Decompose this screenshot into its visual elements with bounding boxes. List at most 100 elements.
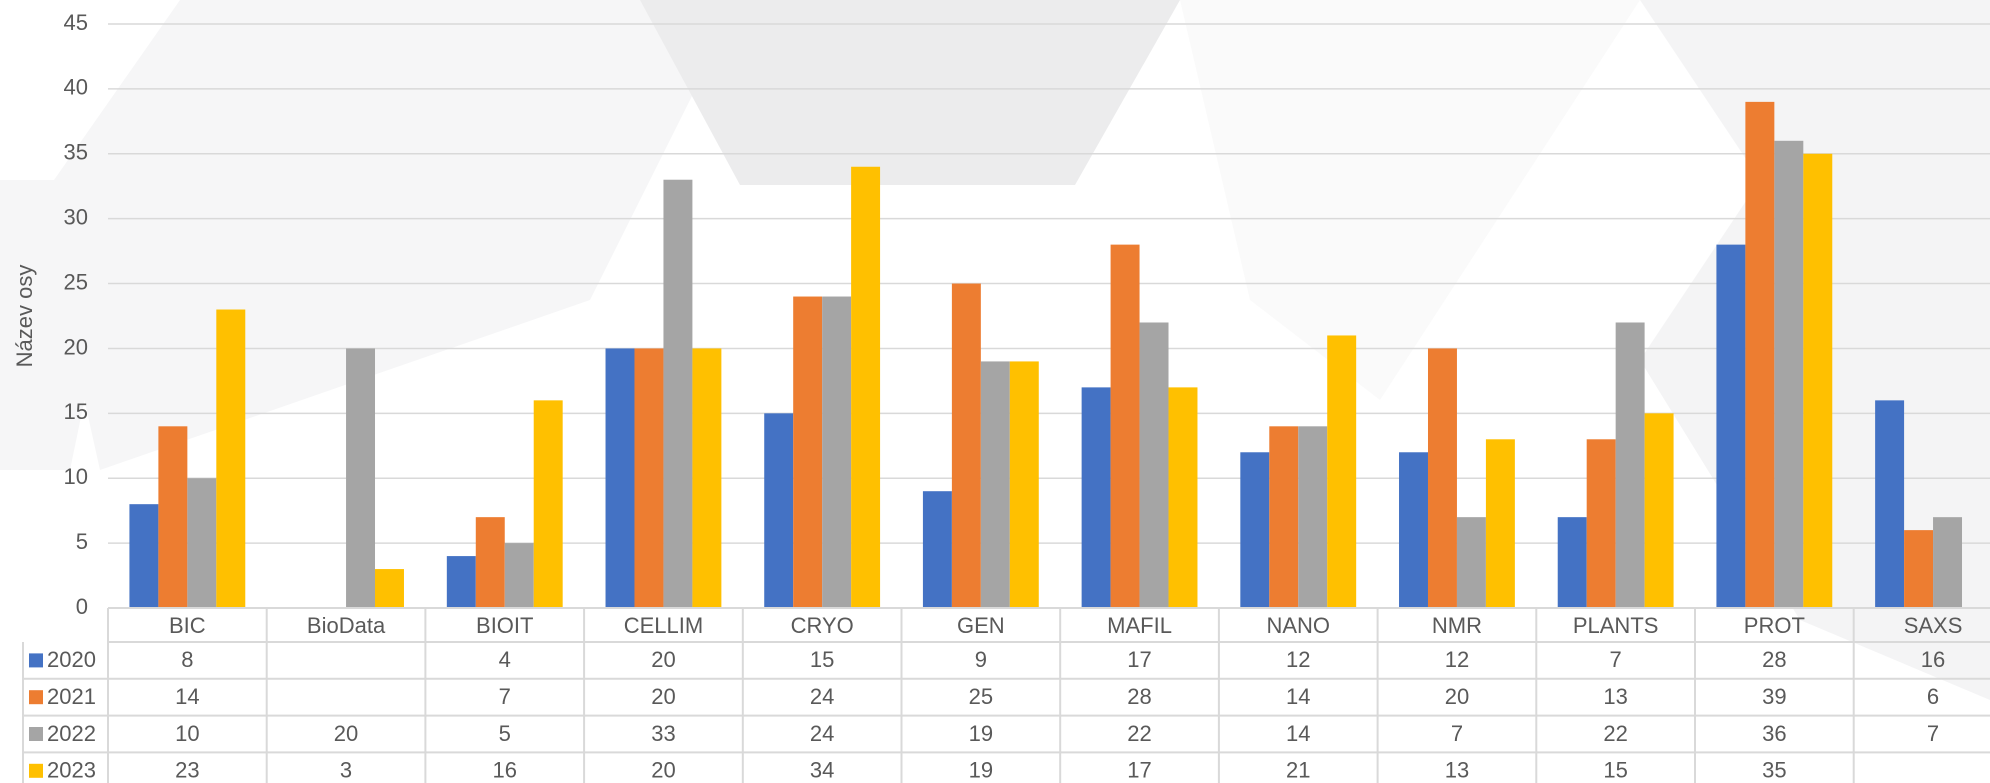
y-tick-label: 45	[64, 10, 88, 35]
bar	[158, 426, 188, 608]
bar	[1644, 413, 1674, 608]
table-value: 4	[499, 647, 511, 672]
y-tick-label: 15	[64, 399, 88, 424]
table-value: 7	[499, 684, 511, 709]
y-tick-label: 25	[64, 269, 88, 294]
table-value: 17	[1127, 647, 1151, 672]
x-tick-label: BIOIT	[476, 613, 533, 638]
bar	[922, 491, 952, 608]
x-tick-label: SAXS	[1904, 613, 1963, 638]
table-value: 24	[810, 721, 834, 746]
bar	[1081, 387, 1111, 608]
table-value: 25	[969, 684, 993, 709]
bar	[533, 400, 563, 608]
bar	[1399, 452, 1428, 608]
x-tick-label: PROT	[1744, 613, 1805, 638]
table-value: 7	[1927, 721, 1939, 746]
table-value: 7	[1610, 647, 1622, 672]
x-tick-label: PLANTS	[1573, 613, 1659, 638]
y-tick-label: 5	[76, 529, 88, 554]
bar	[634, 348, 664, 608]
table-value: 16	[1921, 647, 1945, 672]
table-value: 12	[1286, 647, 1310, 672]
bar	[1875, 400, 1905, 608]
y-tick-label: 0	[76, 594, 88, 619]
y-tick-label: 40	[64, 75, 88, 100]
legend-key	[29, 727, 43, 741]
bar	[1456, 517, 1486, 608]
bar	[187, 478, 217, 608]
bar	[1110, 244, 1140, 608]
x-tick-label: CRYO	[791, 613, 854, 638]
bar	[1427, 348, 1457, 608]
bar	[1269, 426, 1299, 608]
table-value: 5	[499, 721, 511, 746]
table-value: 36	[1762, 721, 1786, 746]
table-value: 13	[1603, 684, 1627, 709]
bar	[851, 166, 881, 608]
table-value: 33	[651, 721, 675, 746]
legend-key	[29, 690, 43, 705]
bar	[1298, 426, 1328, 608]
bar	[375, 569, 404, 608]
legend-key	[29, 653, 43, 668]
y-tick-label: 30	[64, 204, 88, 229]
table-value: 15	[810, 647, 834, 672]
bar	[1716, 244, 1746, 608]
legend-label: 2022	[47, 721, 96, 746]
table-value: 17	[1127, 758, 1151, 783]
bar	[1139, 322, 1169, 608]
table-value: 19	[969, 758, 993, 783]
bar	[1240, 452, 1270, 608]
table-value: 14	[1286, 721, 1310, 746]
table-value: 9	[975, 647, 987, 672]
bar	[1586, 439, 1616, 608]
bar	[1904, 530, 1934, 608]
legend-label: 2021	[47, 684, 96, 709]
bar	[346, 348, 376, 608]
legend-label: 2020	[47, 647, 96, 672]
bar	[1615, 322, 1645, 608]
x-tick-label: BioData	[307, 613, 386, 638]
legend-label: 2023	[47, 758, 96, 783]
table-value: 20	[651, 684, 675, 709]
bar	[1803, 153, 1833, 608]
table-value: 35	[1762, 758, 1786, 783]
table-value: 28	[1762, 647, 1786, 672]
table-value: 22	[1603, 721, 1627, 746]
x-tick-label: NANO	[1266, 613, 1330, 638]
table-value: 34	[810, 758, 834, 783]
bar	[504, 543, 534, 608]
y-tick-label: 10	[64, 464, 88, 489]
bar	[793, 296, 823, 608]
table-value: 7	[1451, 721, 1463, 746]
table-value: 19	[969, 721, 993, 746]
bar	[1933, 517, 1963, 608]
table-value: 16	[493, 758, 517, 783]
bar	[980, 361, 1010, 608]
table-value: 6	[1927, 684, 1939, 709]
table-value: 23	[175, 758, 199, 783]
x-tick-label: BIC	[169, 613, 206, 638]
bar	[475, 517, 505, 608]
bar	[216, 309, 246, 608]
table-value: 20	[651, 758, 675, 783]
bar	[605, 348, 635, 608]
table-value: 12	[1445, 647, 1469, 672]
table-value: 28	[1127, 684, 1151, 709]
table-value: 20	[334, 721, 358, 746]
y-tick-label: 20	[64, 334, 88, 359]
bar	[663, 179, 693, 608]
y-tick-label: 35	[64, 140, 88, 165]
table-value: 14	[175, 684, 199, 709]
bar	[1327, 335, 1357, 608]
table-value: 22	[1127, 721, 1151, 746]
bar	[822, 296, 852, 608]
table-value: 20	[651, 647, 675, 672]
bar	[692, 348, 722, 608]
bar	[1745, 101, 1775, 608]
bar	[1168, 387, 1198, 608]
bar	[1485, 439, 1515, 608]
bar	[129, 504, 159, 608]
